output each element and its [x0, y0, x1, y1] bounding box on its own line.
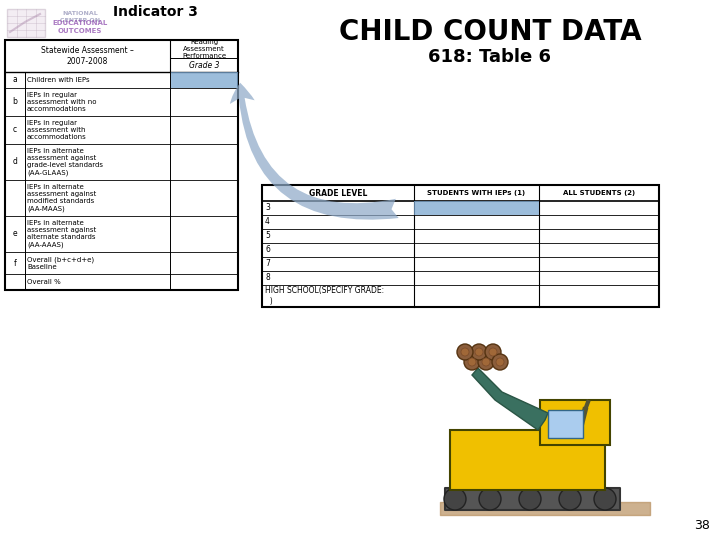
Text: IEPs in alternate
assessment against
grade-level standards
(AA-GLAAS): IEPs in alternate assessment against gra… — [27, 148, 103, 176]
Bar — [450, 430, 605, 490]
Text: HIGH SCHOOL(SPECIFY GRADE:
  ): HIGH SCHOOL(SPECIFY GRADE: ) — [265, 286, 384, 306]
Text: 4: 4 — [265, 218, 270, 226]
Text: 7: 7 — [265, 260, 270, 268]
Bar — [445, 488, 620, 510]
Text: IEPs in alternate
assessment against
alternate standards
(AA-AAAS): IEPs in alternate assessment against alt… — [27, 220, 96, 248]
Circle shape — [479, 488, 501, 510]
Text: 6: 6 — [265, 246, 270, 254]
Text: Overall %: Overall % — [27, 279, 60, 285]
Text: IEPs in regular
assessment with
accommodations: IEPs in regular assessment with accommod… — [27, 120, 86, 140]
Bar — [540, 400, 610, 445]
Text: Indicator 3: Indicator 3 — [112, 5, 197, 19]
Text: f: f — [14, 259, 17, 267]
Circle shape — [489, 348, 497, 356]
Bar — [5, 40, 238, 290]
Text: Statewide Assessment –
2007-2008: Statewide Assessment – 2007-2008 — [41, 46, 134, 66]
Text: NATIONAL
CENTER ON: NATIONAL CENTER ON — [60, 11, 100, 23]
Circle shape — [471, 344, 487, 360]
Bar — [548, 410, 583, 438]
Text: GRADE LEVEL: GRADE LEVEL — [309, 188, 367, 198]
Circle shape — [475, 348, 483, 356]
Text: e: e — [13, 230, 17, 239]
FancyArrowPatch shape — [230, 83, 399, 220]
Circle shape — [468, 358, 476, 366]
Text: 5: 5 — [265, 232, 270, 240]
Bar — [414, 201, 539, 215]
Text: 3: 3 — [265, 204, 270, 213]
Text: d: d — [12, 158, 17, 166]
Text: Children with IEPs: Children with IEPs — [27, 77, 89, 83]
Text: Reading
Assessment
Performance: Reading Assessment Performance — [182, 39, 226, 59]
Text: 618: Table 6: 618: Table 6 — [428, 48, 552, 66]
Text: IEPs in regular
assessment with no
accommodations: IEPs in regular assessment with no accom… — [27, 92, 96, 112]
Circle shape — [519, 488, 541, 510]
Circle shape — [461, 348, 469, 356]
Text: a: a — [13, 76, 17, 84]
Text: Overall (b+c+d+e)
Baseline: Overall (b+c+d+e) Baseline — [27, 256, 94, 270]
Circle shape — [594, 488, 616, 510]
Text: EDUCATIONAL
OUTCOMES: EDUCATIONAL OUTCOMES — [53, 20, 107, 33]
Text: 38: 38 — [694, 519, 710, 532]
Circle shape — [444, 488, 466, 510]
Circle shape — [464, 354, 480, 370]
Bar — [7, 9, 45, 37]
Text: 8: 8 — [265, 273, 270, 282]
Text: b: b — [12, 98, 17, 106]
Circle shape — [496, 358, 504, 366]
Text: IEPs in alternate
assessment against
modified standards
(AA-MAAS): IEPs in alternate assessment against mod… — [27, 184, 96, 212]
Circle shape — [492, 354, 508, 370]
Text: c: c — [13, 125, 17, 134]
Text: STUDENTS WITH IEPs (1): STUDENTS WITH IEPs (1) — [428, 190, 526, 196]
Text: CHILD COUNT DATA: CHILD COUNT DATA — [338, 18, 642, 46]
Circle shape — [478, 354, 494, 370]
Text: Grade 3: Grade 3 — [189, 60, 220, 70]
Circle shape — [559, 488, 581, 510]
Bar — [170, 72, 238, 88]
Circle shape — [485, 344, 501, 360]
Circle shape — [457, 344, 473, 360]
Polygon shape — [472, 368, 548, 430]
Text: ALL STUDENTS (2): ALL STUDENTS (2) — [563, 190, 635, 196]
Bar — [262, 185, 659, 307]
Circle shape — [482, 358, 490, 366]
